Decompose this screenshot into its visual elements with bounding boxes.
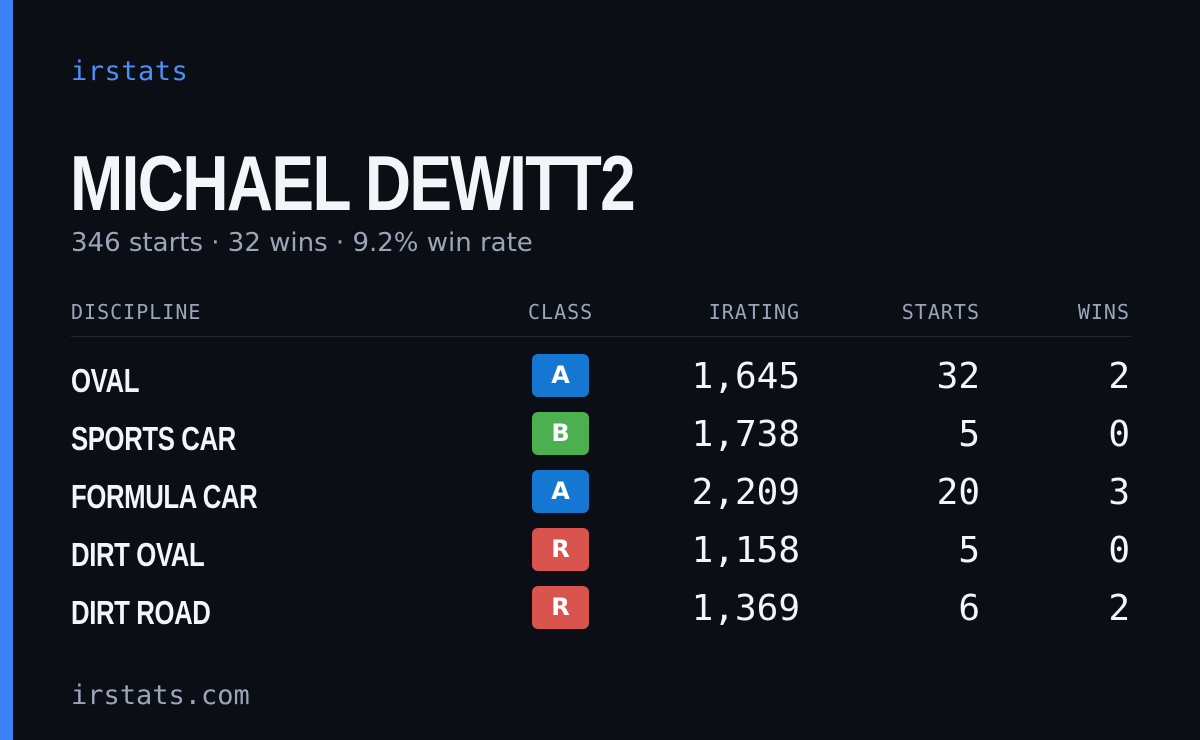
irating-value: 1,738 bbox=[691, 414, 800, 455]
driver-name: MICHAEL DEWITT2 bbox=[70, 139, 636, 227]
wins-value: 3 bbox=[1108, 472, 1130, 513]
starts-value: 5 bbox=[958, 530, 980, 571]
irating-value: 1,158 bbox=[691, 530, 800, 571]
header-class: CLASS bbox=[528, 300, 594, 324]
starts-value: 6 bbox=[958, 588, 980, 629]
brand-logo-text: irstats bbox=[71, 56, 189, 87]
wins-value: 0 bbox=[1108, 530, 1130, 571]
footer-url: irstats.com bbox=[71, 680, 250, 711]
table-row: OVAL A 1,645 32 2 bbox=[71, 352, 1131, 410]
class-badge: A bbox=[532, 354, 589, 397]
class-badge: B bbox=[532, 412, 589, 455]
discipline-table: OVAL A 1,645 32 2 SPORTS CAR B 1,738 5 0… bbox=[71, 352, 1131, 642]
discipline-name: OVAL bbox=[71, 362, 140, 399]
class-badge: R bbox=[532, 528, 589, 571]
header-discipline: DISCIPLINE bbox=[71, 300, 202, 324]
wins-value: 2 bbox=[1108, 588, 1130, 629]
table-row: FORMULA CAR A 2,209 20 3 bbox=[71, 468, 1131, 526]
discipline-name: SPORTS CAR bbox=[71, 420, 236, 457]
driver-summary: 346 starts · 32 wins · 9.2% win rate bbox=[71, 228, 533, 258]
starts-value: 5 bbox=[958, 414, 980, 455]
discipline-name: FORMULA CAR bbox=[71, 478, 258, 515]
table-header: DISCIPLINE CLASS IRATING STARTS WINS bbox=[71, 300, 1131, 324]
class-badge: A bbox=[532, 470, 589, 513]
wins-value: 0 bbox=[1108, 414, 1130, 455]
discipline-name: DIRT ROAD bbox=[71, 594, 211, 631]
irating-value: 1,369 bbox=[691, 588, 800, 629]
class-badge: R bbox=[532, 586, 589, 629]
accent-bar bbox=[0, 0, 13, 740]
starts-value: 32 bbox=[936, 356, 980, 397]
table-row: SPORTS CAR B 1,738 5 0 bbox=[71, 410, 1131, 468]
header-starts: STARTS bbox=[901, 300, 980, 324]
header-irating: IRATING bbox=[708, 300, 800, 324]
irating-value: 2,209 bbox=[691, 472, 800, 513]
header-wins: WINS bbox=[1077, 300, 1130, 324]
starts-value: 20 bbox=[936, 472, 980, 513]
wins-value: 2 bbox=[1108, 356, 1130, 397]
header-divider bbox=[71, 336, 1131, 337]
irating-value: 1,645 bbox=[691, 356, 800, 397]
discipline-name: DIRT OVAL bbox=[71, 536, 205, 573]
table-row: DIRT ROAD R 1,369 6 2 bbox=[71, 584, 1131, 642]
table-row: DIRT OVAL R 1,158 5 0 bbox=[71, 526, 1131, 584]
